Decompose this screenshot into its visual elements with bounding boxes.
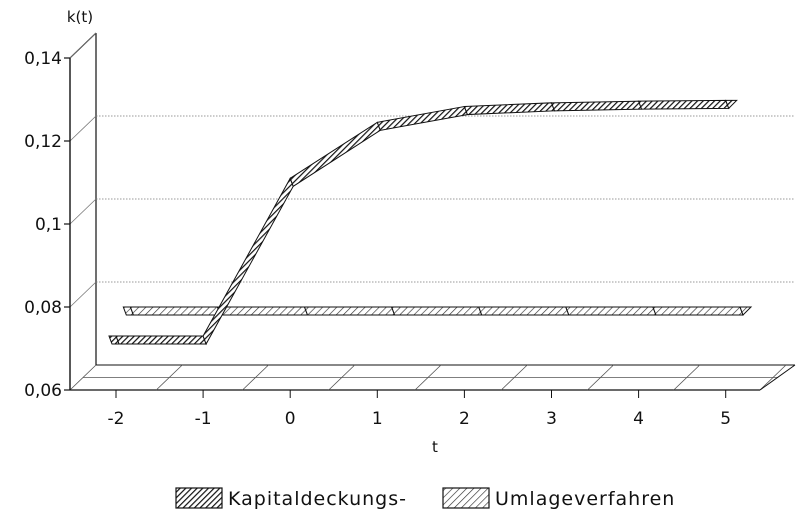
gridline-diagonal bbox=[69, 198, 97, 225]
series-umlageverfahren-segment bbox=[129, 306, 222, 316]
floor-plane bbox=[69, 364, 796, 391]
series-kapitaldeckung-segment bbox=[463, 102, 556, 116]
x-axis-label: t bbox=[432, 438, 438, 456]
series-umlageverfahren-cap bbox=[122, 306, 135, 316]
floor-divider bbox=[242, 364, 269, 391]
series-kapitaldeckung-cap bbox=[724, 99, 738, 110]
legend-swatch-umlageverfahren bbox=[442, 487, 490, 509]
y-tick-label: 0,06 bbox=[24, 381, 62, 401]
x-tick-label: 1 bbox=[372, 409, 383, 429]
floor-right-edge bbox=[759, 364, 796, 391]
x-tick-label: 0 bbox=[285, 409, 296, 429]
axes: 0,06 0,08 0,1 0,12 0,14 -2 -1 0 1 2 3 4 5 bbox=[24, 49, 731, 429]
plot-frame bbox=[69, 32, 97, 365]
gridline-diagonal bbox=[69, 115, 97, 142]
floor-divider bbox=[414, 364, 442, 391]
y-axis-label: k(t) bbox=[67, 8, 93, 26]
legend-label-umlageverfahren: Umlageverfahren bbox=[495, 488, 675, 510]
floor-divider bbox=[759, 364, 787, 391]
y-tick-label: 0,1 bbox=[35, 215, 62, 235]
series-umlageverfahren-segment bbox=[565, 306, 657, 316]
legend: Kapitaldeckungs- Umlageverfahren bbox=[175, 487, 675, 510]
series-kapitaldeckung-segment bbox=[637, 99, 730, 110]
y-tick-label: 0,12 bbox=[24, 132, 62, 152]
series-kapitaldeckung-segment bbox=[289, 121, 381, 188]
floor-divider bbox=[587, 364, 614, 391]
series-umlageverfahren-cap bbox=[739, 306, 753, 316]
x-tick-label: 4 bbox=[633, 409, 644, 429]
series-kapitaldeckung-segment bbox=[376, 105, 469, 131]
gridlines bbox=[69, 32, 795, 308]
y-tick-label: 0,08 bbox=[24, 298, 62, 318]
floor-divider bbox=[69, 364, 97, 391]
x-tick-label: 5 bbox=[720, 409, 731, 429]
x-tick-label: 3 bbox=[546, 409, 557, 429]
x-tick-label: -2 bbox=[108, 409, 125, 429]
gridline-diagonal bbox=[69, 281, 97, 308]
series-kapitaldeckung-segment bbox=[202, 177, 294, 346]
series-kapitaldeckung-segment bbox=[115, 335, 207, 345]
x-tick-label: 2 bbox=[459, 409, 470, 429]
floor-divider bbox=[500, 364, 528, 391]
series-umlageverfahren-segment bbox=[216, 306, 309, 316]
series-umlageverfahren-segment bbox=[652, 306, 744, 316]
legend-swatch-kapitaldeckung bbox=[175, 487, 223, 509]
series-kapitaldeckung-segment bbox=[550, 100, 643, 112]
legend-label-kapitaldeckung: Kapitaldeckungs- bbox=[228, 488, 407, 510]
x-tick-label: -1 bbox=[195, 409, 212, 429]
series-kapitaldeckung-cap bbox=[108, 335, 120, 345]
gridline-diagonal bbox=[69, 32, 97, 59]
floor-divider bbox=[673, 364, 701, 391]
floor-divider bbox=[155, 364, 183, 391]
series-umlageverfahren-segment bbox=[390, 306, 483, 316]
series-ribbons bbox=[108, 99, 753, 346]
y-tick-label: 0,14 bbox=[24, 49, 62, 69]
series-umlageverfahren-segment bbox=[303, 306, 396, 316]
series-umlageverfahren-segment bbox=[477, 306, 570, 316]
floor-divider bbox=[328, 364, 356, 391]
